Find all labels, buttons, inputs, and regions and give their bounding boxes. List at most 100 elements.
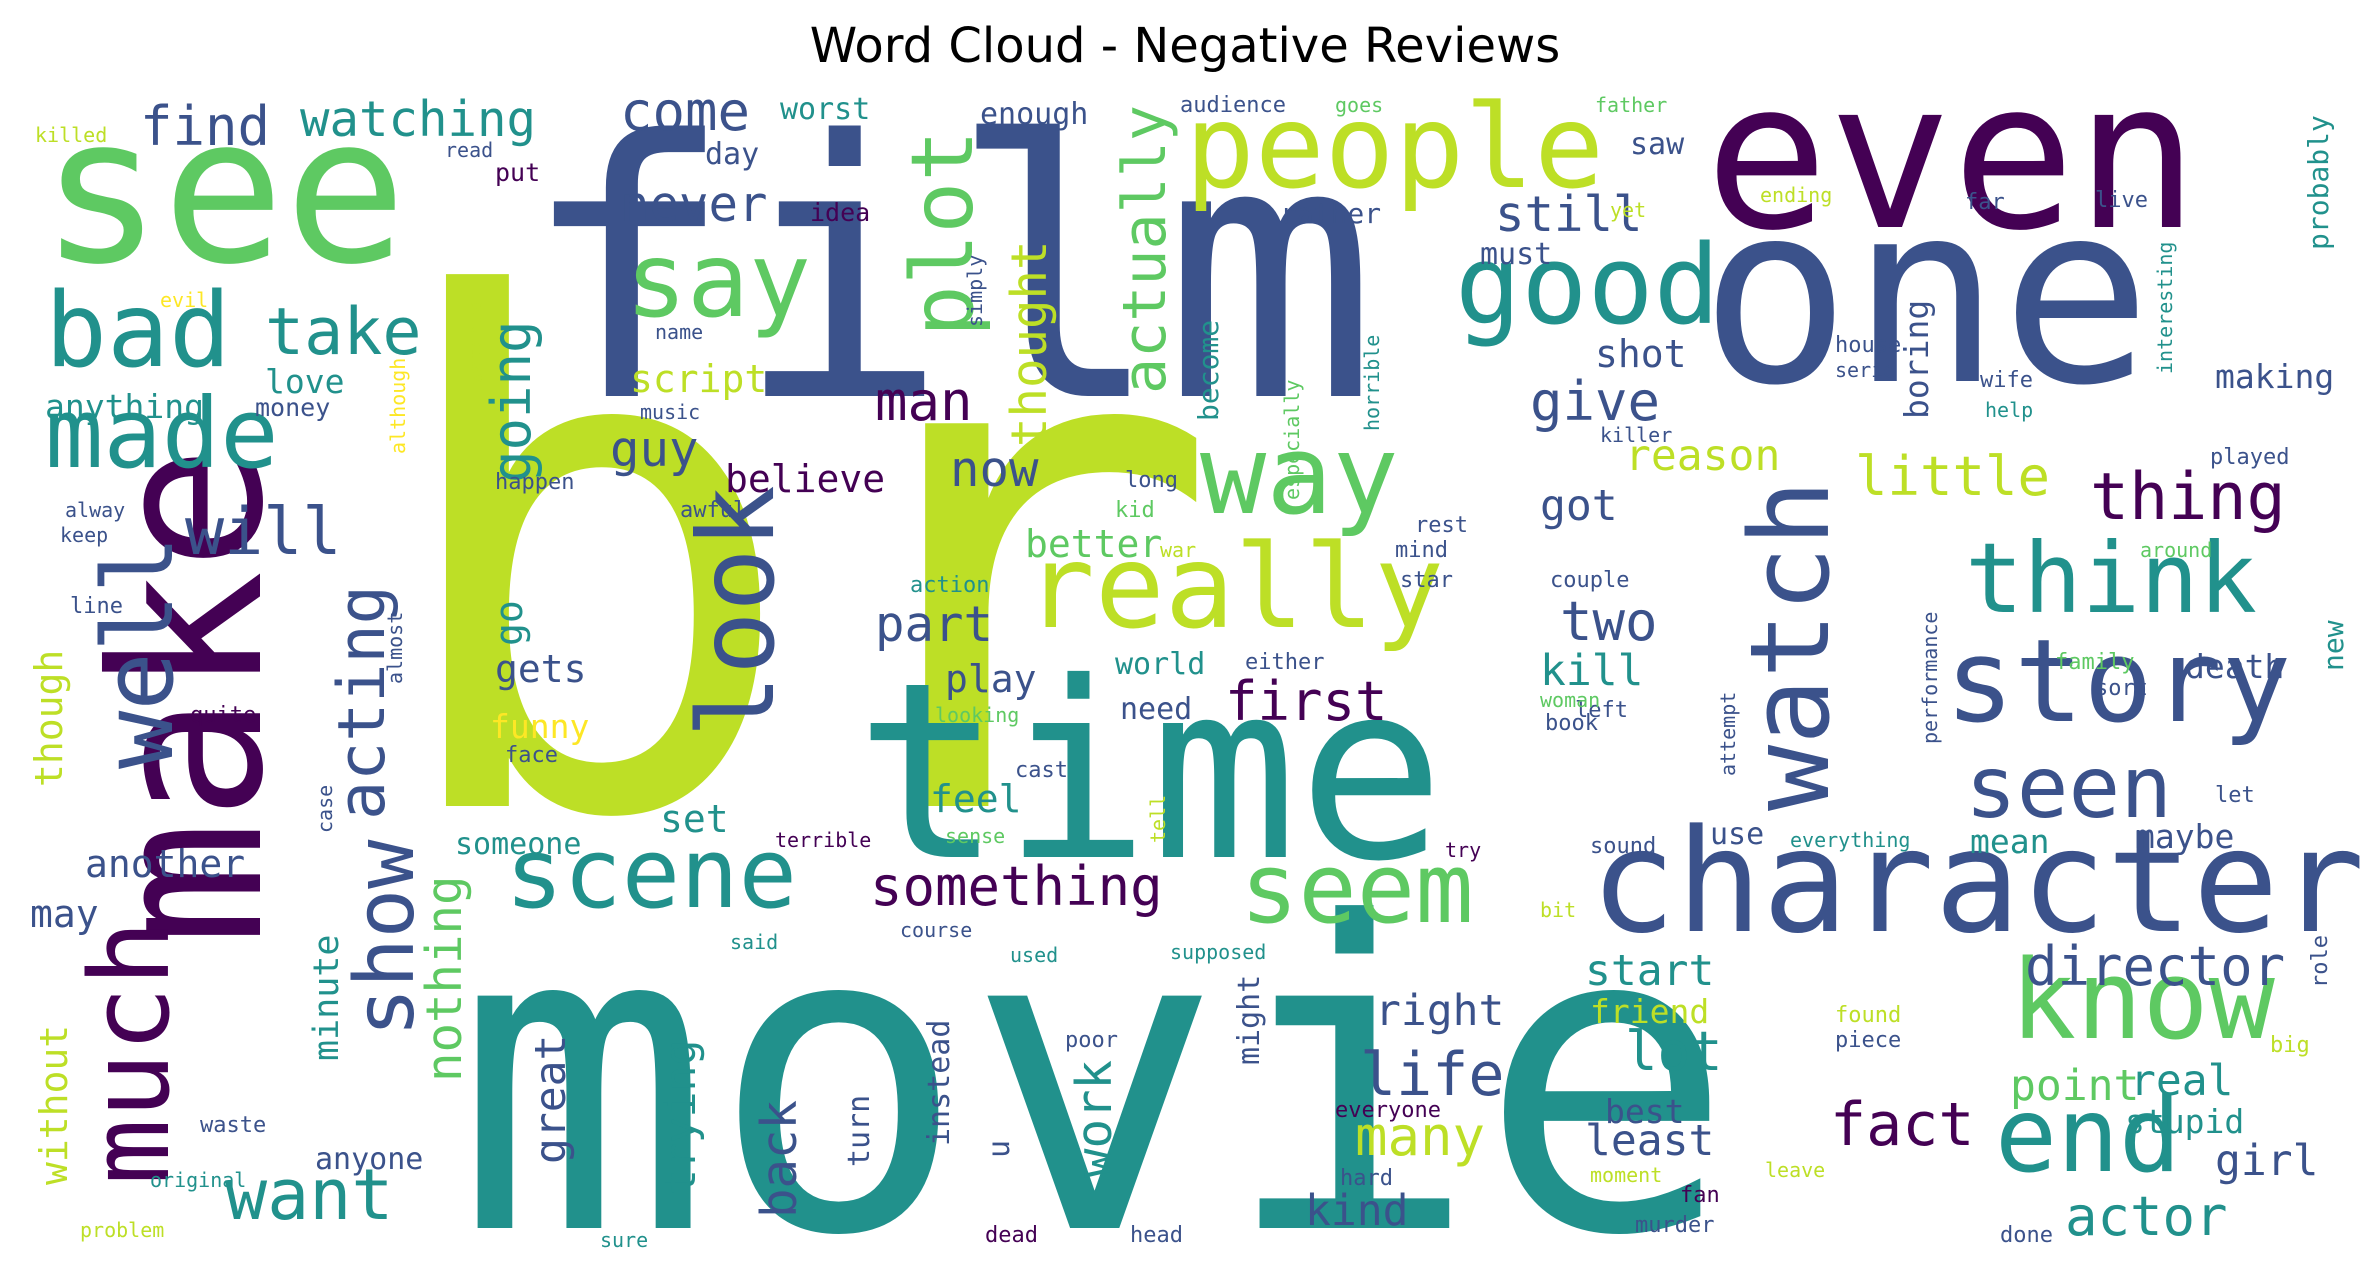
word-lot: lot (1625, 1020, 1723, 1083)
word-going: going (480, 320, 543, 483)
word-start: start (1585, 946, 1715, 996)
word-woman: woman (1540, 688, 1601, 712)
word-see: see (40, 73, 407, 309)
word-everyone: everyone (1335, 1098, 1441, 1123)
word-music: music (640, 400, 701, 424)
word-everything: everything (1790, 828, 1911, 852)
word-girl: girl (2215, 1136, 2319, 1186)
word-want: want (225, 1154, 394, 1236)
word-friend: friend (1590, 992, 1710, 1031)
word-poor: poor (1065, 1028, 1118, 1053)
word-killer: killer (1600, 423, 1673, 447)
word-awful: awful (680, 498, 747, 523)
word-fan: fan (1680, 1183, 1720, 1208)
word-actually: actually (1110, 105, 1180, 394)
word-horrible: horrible (1360, 334, 1384, 431)
word-people: people (1185, 80, 1605, 215)
word-least: least (1585, 1116, 1715, 1166)
word-performance: performance (1918, 611, 1942, 744)
word-almost: almost (383, 611, 407, 684)
word-new: new (2317, 620, 2350, 671)
word-someone: someone (455, 827, 582, 862)
word-wife: wife (1980, 368, 2033, 393)
word-say: say (625, 221, 812, 341)
word-reason: reason (1625, 431, 1781, 481)
word-put: put (495, 158, 541, 187)
word-use: use (1710, 817, 1765, 852)
word-best: best (1605, 1092, 1685, 1131)
word-attempt: attempt (1716, 691, 1740, 776)
word-guy: guy (610, 421, 699, 478)
word-gets: gets (495, 647, 587, 691)
chart-title: Word Cloud - Negative Reviews (809, 18, 1561, 74)
word-great: great (526, 1034, 576, 1164)
word-sound: sound (1590, 834, 1657, 859)
word-enough: enough (980, 97, 1089, 132)
word-tell: tell (1146, 794, 1170, 843)
word-story: story (1945, 615, 2292, 749)
word-turn: turn (842, 1094, 877, 1167)
word-instead: instead (922, 1019, 957, 1146)
word-boring: boring (1897, 299, 1936, 419)
word-played: played (2210, 445, 2290, 470)
word-set: set (660, 797, 729, 841)
word-play: play (945, 657, 1037, 701)
word-killed: killed (35, 123, 108, 147)
word-ending: ending (1760, 183, 1833, 207)
word-course: course (900, 918, 973, 942)
word-looking: looking (935, 703, 1020, 727)
word-read: read (445, 138, 494, 162)
word-feel: feel (930, 777, 1022, 821)
word-quite: quite (190, 703, 257, 728)
word-film: film (520, 66, 1378, 480)
word-moment: moment (1590, 1163, 1663, 1187)
word-show: show (338, 839, 433, 1037)
word-money: money (255, 393, 331, 422)
word-audience: audience (1180, 93, 1286, 118)
word-cast: cast (1015, 758, 1068, 783)
word-nothing: nothing (416, 875, 473, 1082)
word-sense: sense (945, 824, 1006, 848)
word-yet: yet (1610, 198, 1647, 222)
word-making: making (2215, 357, 2335, 396)
word-name: name (655, 320, 704, 344)
word-stupid: stupid (2125, 1102, 2245, 1141)
word-original: original (150, 1168, 247, 1192)
word-murder: murder (1635, 1213, 1715, 1238)
word-scene: scene (505, 817, 797, 930)
word-couple: couple (1550, 568, 1630, 593)
word-become: become (1192, 319, 1225, 421)
word-script: script (630, 357, 768, 401)
word-supposed: supposed (1170, 940, 1267, 964)
word-seem: seem (1240, 832, 1474, 945)
word-mean: mean (1970, 822, 2050, 861)
word-war: war (1160, 538, 1197, 562)
word-around: around (2140, 538, 2213, 562)
word-without: without (32, 1024, 76, 1185)
word-really: really (1025, 520, 1445, 655)
word-back: back (751, 1099, 808, 1218)
word-trying: trying (656, 1039, 706, 1195)
word-watched: watched (463, 299, 487, 384)
word-rest: rest (1415, 513, 1468, 538)
word-thought: thought (1001, 240, 1058, 447)
word-u: u (982, 1139, 1017, 1158)
word-watch: watch (1726, 479, 1854, 811)
word-actor: actor (2065, 1185, 2228, 1248)
word-head: head (1130, 1223, 1183, 1248)
word-found: found (1835, 1003, 1902, 1028)
word-bad: bad (45, 271, 232, 391)
word-serie: serie (1835, 358, 1896, 382)
word-made: made (45, 377, 279, 490)
word-maybe: maybe (2135, 817, 2235, 856)
word-death: death (2185, 647, 2285, 686)
word-alway: alway (65, 498, 126, 522)
word-man: man (875, 370, 973, 433)
word-come: come (620, 80, 751, 143)
word-rather: rather (1280, 197, 1382, 230)
word-life: life (1360, 1040, 1505, 1110)
word-one: one (1700, 149, 2152, 440)
word-go: go (487, 600, 531, 646)
word-watching: watching (300, 91, 537, 148)
word-keep: keep (60, 523, 109, 547)
